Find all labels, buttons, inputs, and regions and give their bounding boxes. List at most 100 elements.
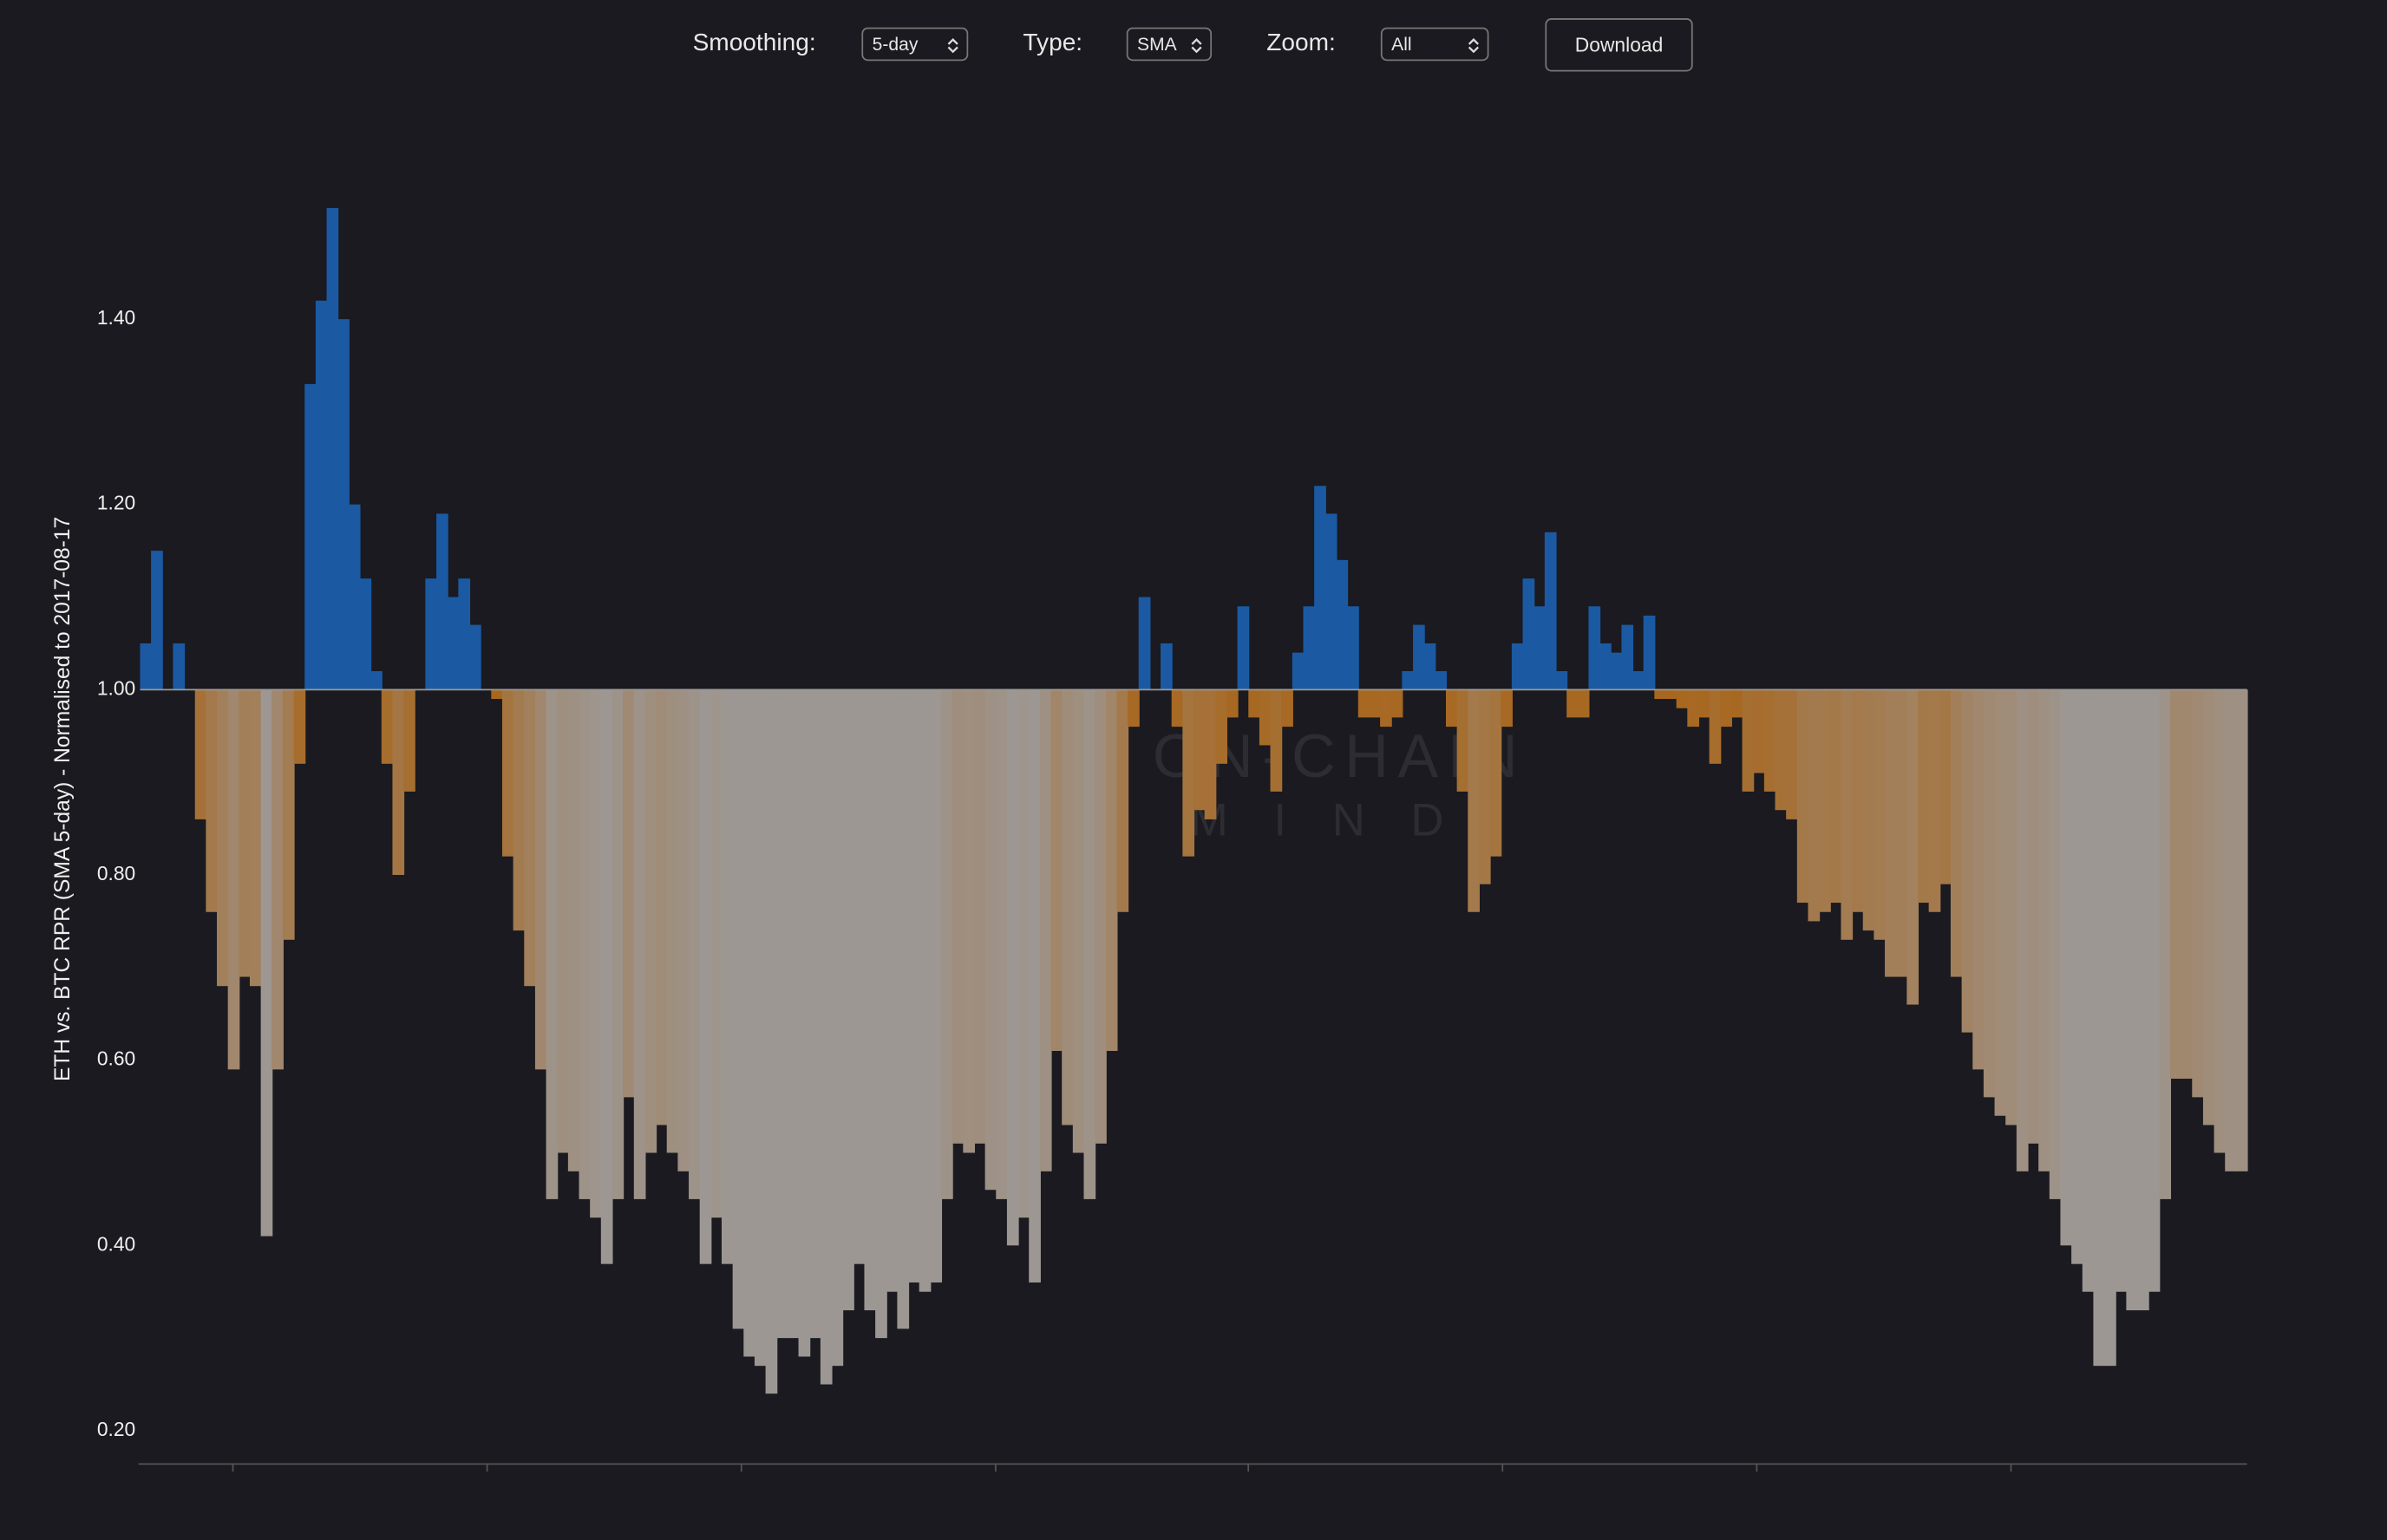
bar bbox=[1226, 689, 1239, 718]
bar bbox=[524, 689, 536, 987]
bar bbox=[831, 689, 844, 1367]
bar bbox=[1445, 689, 1458, 728]
bar bbox=[842, 689, 854, 1311]
bar bbox=[1588, 606, 1601, 690]
bar bbox=[194, 689, 207, 819]
bar bbox=[1862, 689, 1875, 931]
bar bbox=[2181, 689, 2194, 1080]
bar bbox=[140, 643, 153, 690]
bar bbox=[1972, 689, 1985, 1070]
bar bbox=[1468, 689, 1480, 912]
bar bbox=[1697, 689, 1710, 718]
bar bbox=[1193, 689, 1206, 811]
bar bbox=[1829, 689, 1842, 904]
bar bbox=[1029, 689, 1041, 1283]
bar bbox=[1116, 689, 1129, 912]
bar bbox=[820, 689, 833, 1385]
x-ticks bbox=[232, 1464, 2012, 1472]
bar bbox=[1138, 597, 1151, 690]
bar bbox=[2005, 689, 2018, 1126]
bar bbox=[1950, 689, 1963, 977]
bar bbox=[2148, 689, 2161, 1292]
bar bbox=[754, 689, 767, 1367]
bar bbox=[600, 689, 613, 1264]
watermark: MIND bbox=[1190, 794, 1489, 845]
bar bbox=[1039, 689, 1052, 1171]
bar bbox=[392, 689, 405, 876]
bar bbox=[952, 689, 965, 1144]
bar bbox=[501, 689, 514, 857]
bar bbox=[1017, 689, 1030, 1218]
bar bbox=[930, 689, 943, 1283]
bar bbox=[173, 643, 186, 690]
bar bbox=[1161, 643, 1173, 690]
bar bbox=[2027, 689, 2040, 1144]
bar bbox=[1544, 532, 1557, 690]
bar bbox=[644, 689, 657, 1153]
bar bbox=[458, 578, 471, 690]
bar bbox=[151, 551, 163, 690]
bar bbox=[1687, 689, 1700, 728]
bar bbox=[1511, 643, 1524, 690]
bar bbox=[984, 689, 997, 1191]
y-axis-label: ETH vs. BTC RPR (SMA 5-day) - Normalised… bbox=[51, 517, 75, 1081]
bar bbox=[776, 689, 788, 1339]
bar bbox=[2159, 689, 2172, 1199]
bar bbox=[1676, 689, 1689, 708]
bar bbox=[743, 689, 755, 1357]
bar bbox=[579, 689, 592, 1199]
bar bbox=[996, 689, 1008, 1199]
bar bbox=[513, 689, 526, 931]
bar bbox=[1994, 689, 2007, 1116]
y-tick-label: 1.20 bbox=[97, 492, 135, 514]
bar bbox=[469, 624, 481, 690]
bar bbox=[2104, 689, 2116, 1367]
bar bbox=[1423, 643, 1436, 690]
bar bbox=[1885, 689, 1897, 977]
select-arrows bbox=[1468, 38, 1480, 54]
bar bbox=[765, 689, 778, 1394]
zoom-value: All bbox=[1391, 33, 1412, 55]
bar bbox=[623, 689, 635, 1098]
bar bbox=[1006, 689, 1019, 1246]
bar bbox=[293, 689, 306, 764]
bar bbox=[282, 689, 295, 940]
bar bbox=[1654, 689, 1667, 700]
bar bbox=[2082, 689, 2095, 1292]
bar bbox=[2126, 689, 2139, 1311]
zoom-select[interactable]: All bbox=[1380, 27, 1489, 62]
bar bbox=[886, 689, 899, 1292]
bar bbox=[534, 689, 547, 1070]
bar bbox=[1621, 624, 1634, 690]
bar bbox=[1402, 671, 1415, 690]
download-button[interactable]: Download bbox=[1545, 18, 1693, 72]
bar bbox=[1347, 606, 1359, 690]
bar bbox=[249, 689, 262, 987]
bar bbox=[1874, 689, 1887, 940]
bar bbox=[1478, 689, 1491, 884]
bar bbox=[787, 689, 800, 1339]
bar bbox=[315, 300, 328, 690]
bar bbox=[798, 689, 811, 1357]
bar bbox=[1753, 689, 1765, 773]
bar bbox=[546, 689, 559, 1199]
bar bbox=[1796, 689, 1809, 904]
bar bbox=[381, 689, 394, 764]
bar bbox=[2214, 689, 2227, 1153]
bar bbox=[1336, 559, 1349, 690]
bar bbox=[1983, 689, 1996, 1098]
bar bbox=[1534, 606, 1546, 690]
bar bbox=[2038, 689, 2050, 1171]
bar bbox=[1720, 689, 1732, 728]
type-select[interactable]: SMA bbox=[1126, 27, 1213, 62]
bar bbox=[689, 689, 701, 1199]
bar bbox=[326, 207, 339, 690]
bar bbox=[1709, 689, 1722, 764]
smoothing-label: Smoothing: bbox=[692, 30, 816, 56]
bar bbox=[666, 689, 679, 1153]
bar bbox=[271, 689, 284, 1070]
bar bbox=[1456, 689, 1469, 792]
bar bbox=[403, 689, 415, 792]
smoothing-select[interactable]: 5-day bbox=[861, 27, 969, 62]
